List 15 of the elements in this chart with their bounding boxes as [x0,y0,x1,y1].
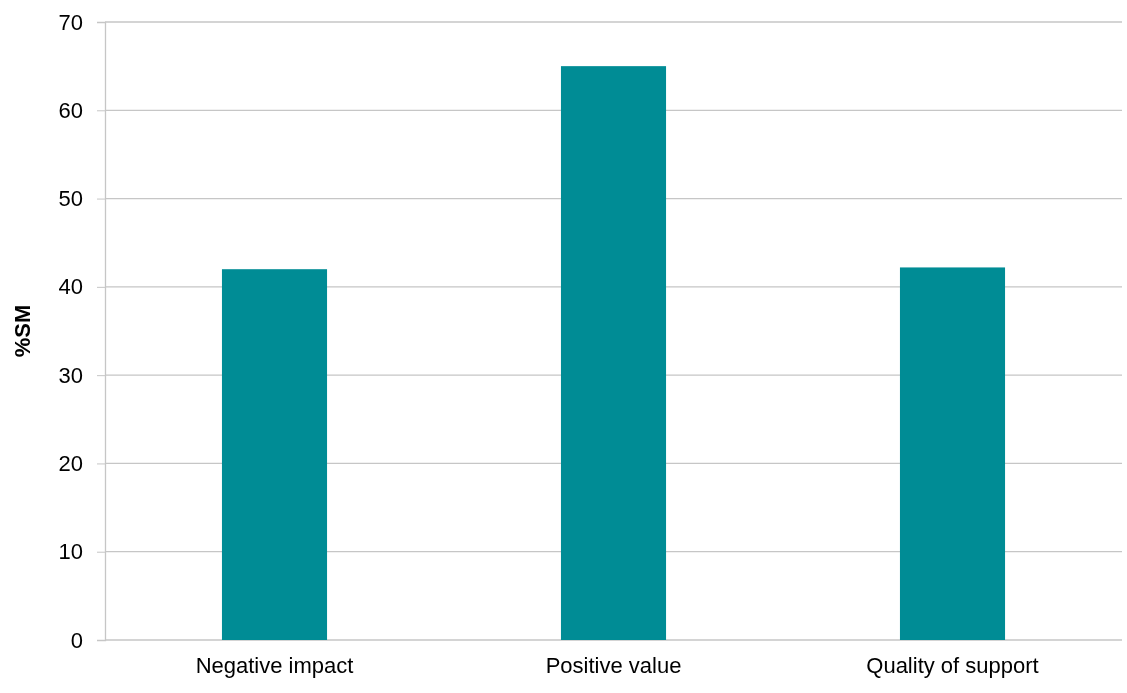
y-axis-title: %SM [10,304,35,358]
y-tick-label: 70 [58,9,83,35]
y-tick-label: 20 [58,450,83,476]
x-tick-label: Positive value [545,652,682,678]
y-tick-label: 10 [58,539,83,565]
x-tick-label: Quality of support [866,652,1039,678]
y-tick-label: 60 [58,97,83,123]
y-tick-label: 0 [70,627,83,653]
bar [560,66,667,640]
y-tick-label: 50 [58,186,83,212]
bar [899,267,1006,640]
x-tick-label: Negative impact [195,652,354,678]
y-tick-label: 40 [58,274,83,300]
bar [221,269,328,640]
y-tick-label: 30 [58,362,83,388]
